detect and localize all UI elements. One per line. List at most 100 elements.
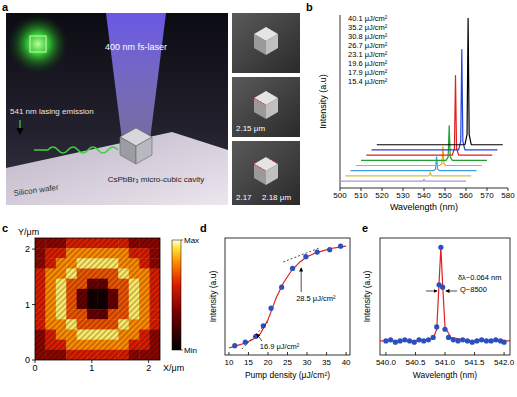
color-tick-label: Max xyxy=(184,236,199,245)
point xyxy=(434,324,439,329)
series-line xyxy=(340,179,466,181)
point xyxy=(393,340,398,345)
cavity-label: CsPbBr₃ micro-cubic cavity xyxy=(108,175,205,184)
point xyxy=(465,338,470,343)
color-tick xyxy=(181,240,183,241)
point xyxy=(412,340,417,345)
x-tick-label: 540.0 xyxy=(376,358,397,367)
legend-entry: 40.1 μJ/cm² xyxy=(348,14,388,23)
sem-measure xyxy=(254,164,266,171)
series-line xyxy=(372,50,498,150)
x-tick-label: 560 xyxy=(459,191,473,200)
legend-entry: 23.1 μJ/cm² xyxy=(348,50,388,59)
silicon-wafer xyxy=(6,132,228,205)
x-tick-label: 520 xyxy=(375,191,389,200)
point xyxy=(474,338,479,343)
color-tick-label: Min xyxy=(184,346,197,355)
series-line xyxy=(356,146,482,165)
x-axis-label: X/μm xyxy=(163,363,184,373)
point xyxy=(488,338,493,343)
plot-area xyxy=(229,244,346,349)
x-axis-label: Wavelength (nm) xyxy=(413,370,478,380)
x-tick-label: 40 xyxy=(342,358,351,367)
point xyxy=(290,266,295,271)
sem-measure xyxy=(266,157,278,164)
y-axis-label: Intensity (a.u) xyxy=(362,271,372,323)
plot-frame xyxy=(35,238,160,360)
x-tick xyxy=(385,352,386,355)
annotation: δλ~0.064 nm xyxy=(458,273,501,282)
point xyxy=(243,340,248,345)
x-tick xyxy=(326,352,327,355)
figure: a400 nm fs-laser541 nm lasing emissionCs… xyxy=(0,0,517,397)
annotation: Q~8500 xyxy=(460,285,487,294)
point xyxy=(421,338,426,343)
x-tick-label: 530 xyxy=(396,191,410,200)
x-tick xyxy=(287,352,288,355)
series-line xyxy=(366,76,492,156)
sem-label: 2.15 μm xyxy=(236,124,265,133)
point xyxy=(501,340,506,345)
annotation-arrow xyxy=(446,291,457,292)
point xyxy=(470,340,475,345)
x-tick xyxy=(474,352,475,355)
emission-arrow xyxy=(19,120,20,134)
x-tick xyxy=(445,352,446,355)
legend-entry: 35.2 μJ/cm² xyxy=(348,23,388,32)
emission-glow xyxy=(8,14,68,74)
x-tick-label: 542.0 xyxy=(494,358,515,367)
sem-label: 2.17 xyxy=(236,193,252,202)
heatmap-area xyxy=(35,238,160,360)
plot-area xyxy=(340,18,503,181)
point xyxy=(303,254,308,259)
panel-label: a xyxy=(2,1,9,13)
x-tick-label: 30 xyxy=(303,358,312,367)
fringe-overlay xyxy=(35,238,160,360)
sem-image xyxy=(232,77,300,137)
series-line xyxy=(229,246,346,348)
x-tick-label: 15 xyxy=(244,358,253,367)
y-tick xyxy=(32,249,35,250)
x-axis-label: Pump density (μJ/cm²) xyxy=(245,370,330,380)
x-tick xyxy=(228,352,229,355)
x-tick-label: 541.0 xyxy=(435,358,456,367)
point xyxy=(455,338,460,343)
x-tick-label: 0 xyxy=(32,363,37,373)
y-tick-label: 0 xyxy=(25,355,30,365)
point xyxy=(279,285,284,290)
sem-cube-left xyxy=(254,98,266,119)
x-tick-label: 1 xyxy=(89,363,94,373)
color-tick xyxy=(181,350,183,351)
point xyxy=(431,335,436,340)
y-tick xyxy=(32,304,35,305)
wafer-label: Silicon wafer xyxy=(13,183,59,198)
point xyxy=(442,327,447,332)
legend-entry: 26.7 μJ/cm² xyxy=(348,41,388,50)
point xyxy=(479,337,484,342)
sem-label: 2.18 μm xyxy=(262,193,291,202)
point xyxy=(426,337,431,342)
x-tick-label: 570 xyxy=(480,191,494,200)
y-tick-label: 1 xyxy=(25,300,30,310)
legend-entry: 30.8 μJ/cm² xyxy=(348,32,388,41)
x-tick-label: 35 xyxy=(322,358,331,367)
point xyxy=(232,343,237,348)
point xyxy=(460,337,465,342)
x-tick-label: 10 xyxy=(224,358,233,367)
series-line xyxy=(380,247,510,341)
plot-frame xyxy=(380,238,510,355)
sem-image xyxy=(232,141,300,205)
y-axis-label: Y/μm xyxy=(18,227,39,237)
point xyxy=(484,338,489,343)
cube-right xyxy=(136,137,152,164)
annotation-arrow xyxy=(301,268,302,292)
sem-cube-right xyxy=(266,98,278,119)
cube-left xyxy=(120,137,136,164)
y-tick-label: 2 xyxy=(25,244,30,254)
y-axis-label: Intensity (a.u) xyxy=(318,74,328,129)
series-line xyxy=(377,18,503,144)
sem-cube-right xyxy=(266,164,278,185)
emission-label: 541 nm lasing emission xyxy=(10,107,94,116)
plot-area xyxy=(380,245,510,345)
sem-cube-right xyxy=(266,34,278,55)
